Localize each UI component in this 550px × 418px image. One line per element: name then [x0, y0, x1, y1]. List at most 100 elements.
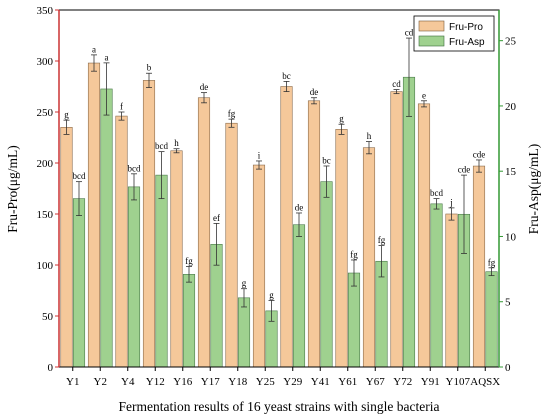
legend-swatch-fru-asp — [418, 35, 445, 47]
legend-label-fru-pro: Fru-Pro — [449, 22, 483, 33]
y2-tick-label: 15 — [505, 166, 517, 178]
y2-tick-label: 5 — [505, 297, 511, 309]
bar-fru-pro-y4 — [115, 115, 128, 368]
bar-fru-asp-y16 — [182, 274, 196, 368]
x-tick-label: Y91 — [421, 376, 440, 388]
y-tick-label: 300 — [37, 56, 54, 68]
bar-fru-pro-y1 — [60, 127, 73, 368]
bar-fru-asp-y12 — [155, 174, 168, 368]
x-tick-label: Y18 — [228, 376, 247, 388]
bar-fru-pro-y12 — [142, 80, 156, 368]
significance-label: cd — [392, 79, 401, 89]
y-tick-label: 100 — [37, 260, 54, 272]
bar-fru-asp-y41 — [320, 181, 333, 368]
bar-fru-asp-y1 — [72, 198, 86, 368]
significance-label: fg — [378, 235, 386, 245]
significance-label: bc — [282, 71, 291, 81]
x-tick-label: Y4 — [121, 376, 135, 388]
significance-label: h — [367, 131, 372, 141]
significance-label: fg — [228, 109, 236, 119]
significance-label: h — [174, 138, 179, 148]
left-axis-ticks: 0 50 100 150 200 250 300 350 — [37, 5, 59, 374]
significance-labels-layer: g bcd aa f bcd b bcd h fg de ef fg g i g bc de de bc g fg h fg… — [64, 28, 495, 300]
significance-label: i — [258, 150, 261, 160]
bar-fru-asp-y4 — [127, 186, 141, 368]
significance-label: g — [64, 110, 69, 120]
x-tick-label: Y29 — [283, 376, 302, 388]
significance-label: b — [147, 63, 152, 73]
x-tick-label: Y25 — [256, 376, 275, 388]
significance-label: cde — [458, 165, 471, 175]
y2-tick-label: 20 — [505, 101, 517, 113]
significance-label: fg — [350, 249, 358, 259]
significance-label: g — [339, 114, 344, 124]
x-tick-label: Y61 — [338, 376, 357, 388]
significance-label: de — [200, 82, 209, 92]
significance-label: ef — [213, 213, 220, 223]
significance-label: g — [242, 278, 247, 288]
x-tick-label: Y12 — [146, 376, 165, 388]
bar-fru-pro-y107 — [445, 213, 458, 368]
bar-fru-pro-y61 — [335, 129, 348, 368]
significance-label: fg — [185, 256, 193, 266]
x-tick-label: Y67 — [366, 376, 385, 388]
significance-label: de — [310, 87, 319, 97]
significance-label: fg — [488, 257, 496, 267]
bar-fru-pro-y18 — [225, 122, 238, 368]
x-axis-ticks: Y1 Y2 Y4 Y12 Y16 Y17 Y18 Y25 Y29 Y41 Y61 Y67 Y72 Y91 Y… — [66, 367, 500, 388]
bar-fru-asp-y91 — [430, 203, 443, 368]
x-tick-label: Y2 — [94, 376, 107, 388]
error-bars-layer — [63, 37, 495, 322]
y-tick-label: 350 — [37, 5, 54, 17]
bar-fru-pro-y72 — [390, 91, 403, 368]
right-axis-ticks: 0 5 10 15 20 25 — [499, 36, 517, 374]
legend-label-fru-asp: Fru-Asp — [449, 37, 485, 48]
significance-label: cde — [473, 149, 486, 159]
y-tick-label: 200 — [37, 158, 54, 170]
significance-label: g — [269, 290, 274, 300]
legend-swatch-fru-pro — [418, 20, 445, 32]
bar-fru-asp-y72 — [402, 76, 416, 368]
x-tick-label: Y41 — [311, 376, 330, 388]
y2-tick-label: 0 — [505, 362, 511, 374]
y-tick-label: 150 — [37, 209, 54, 221]
y2-tick-label: 10 — [505, 231, 517, 243]
x-tick-label: Y16 — [173, 376, 192, 388]
y2-tick-label: 25 — [505, 36, 517, 48]
bar-fru-pro-y25 — [252, 164, 266, 368]
bar-fru-pro-y67 — [362, 147, 376, 368]
significance-label: bcd — [128, 163, 141, 173]
x-tick-label: AQSX — [470, 376, 500, 388]
bar-fru-asp-aqsx — [485, 271, 498, 368]
bar-fru-pro-y17 — [197, 97, 211, 368]
x-tick-label: Y107 — [446, 376, 471, 388]
bar-fru-asp-y29 — [292, 224, 306, 368]
bars-layer — [60, 62, 498, 368]
bar-fru-asp-y18 — [237, 297, 251, 368]
y-axis-title: Fru-Pro(μg/mL) — [5, 145, 20, 232]
bar-fru-pro-y2 — [87, 62, 101, 368]
significance-label: cd — [405, 28, 414, 38]
bar-fru-pro-y91 — [417, 103, 431, 368]
y-tick-label: 250 — [37, 107, 54, 119]
bar-fru-pro-y41 — [307, 100, 321, 368]
x-tick-label: Y72 — [393, 376, 412, 388]
significance-label: de — [295, 202, 304, 212]
significance-label: bc — [322, 155, 331, 165]
x-axis-title: Fermentation results of 16 yeast strains… — [119, 399, 440, 414]
significance-label: bcd — [430, 188, 443, 198]
y2-axis-title: Fru-Asp(μg/mL) — [526, 144, 541, 234]
bar-fru-asp-y61 — [347, 272, 361, 368]
bar-fru-pro-aqsx — [472, 165, 486, 368]
bar-fru-pro-y29 — [280, 86, 293, 368]
significance-label: a — [92, 44, 96, 54]
significance-label: a — [105, 52, 109, 62]
x-tick-label: Y17 — [201, 376, 220, 388]
significance-label: f — [120, 102, 123, 112]
significance-label: e — [422, 90, 426, 100]
significance-label: bcd — [73, 171, 86, 181]
y-tick-label: 50 — [42, 311, 54, 323]
bar-fru-pro-y16 — [170, 150, 183, 368]
legend: Fru-Pro Fru-Asp — [413, 15, 495, 52]
